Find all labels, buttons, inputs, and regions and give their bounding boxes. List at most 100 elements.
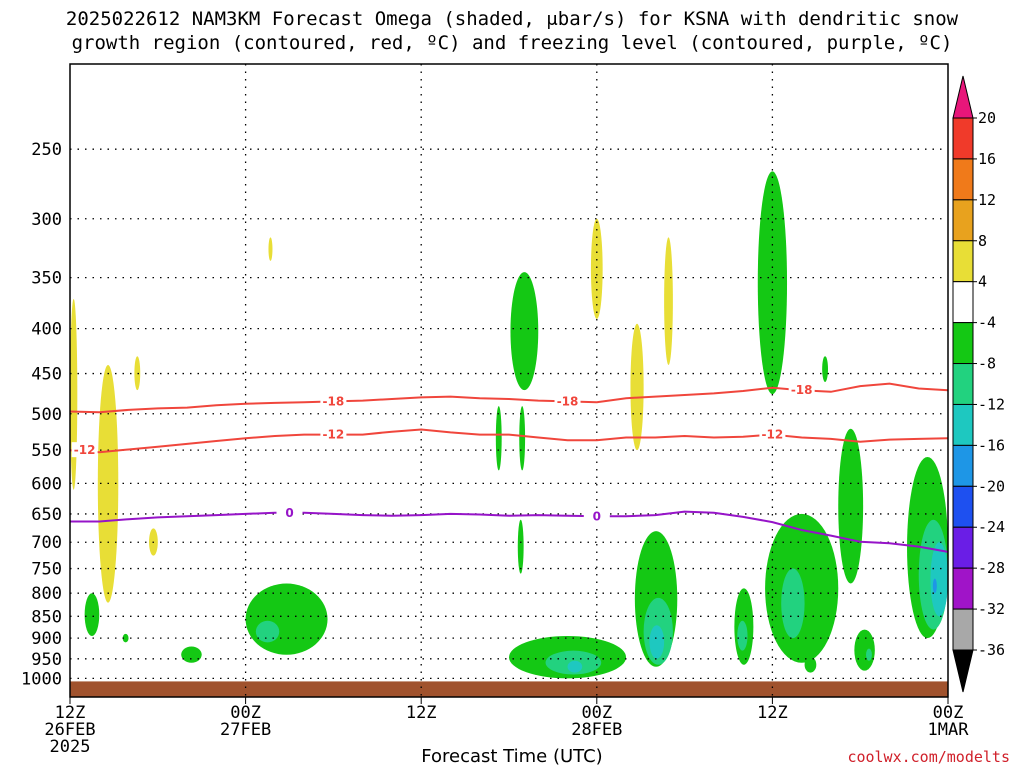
contour-label-bg <box>71 442 98 458</box>
colorbar-swatch-5 <box>952 281 974 324</box>
contour-label-0: 0 <box>593 509 601 523</box>
y-tick-label-600: 600 <box>31 474 62 494</box>
contour-label--18: -18 <box>557 394 579 408</box>
x-tick-label: 28FEB <box>571 720 622 740</box>
omega-region-26 <box>255 620 280 643</box>
omega-region-21 <box>804 656 817 673</box>
colorbar-label-11: -28 <box>978 559 1005 577</box>
x-tick-label: 12Z <box>757 703 788 723</box>
y-tick-label-850: 850 <box>31 607 62 627</box>
x-tick-label: 27FEB <box>220 720 271 740</box>
colorbar-label-9: -20 <box>978 477 1005 495</box>
omega-region-30 <box>781 568 805 639</box>
y-tick-label-800: 800 <box>31 584 62 604</box>
omega-region-11 <box>245 583 328 655</box>
x-tick-label: 1MAR <box>928 720 970 740</box>
omega-region-9 <box>122 633 129 643</box>
omega-region-34 <box>567 660 583 673</box>
colorbar-swatch-3 <box>952 199 974 242</box>
colorbar-label-4: 4 <box>978 273 987 291</box>
contour-label-bg <box>759 426 786 442</box>
x-tick-label: 26FEB <box>44 720 95 740</box>
x-axis-label: Forecast Time (UTC) <box>421 746 603 767</box>
contour-label--12: -12 <box>74 443 96 457</box>
contour-label-0: 0 <box>285 506 293 520</box>
colorbar-label-8: -16 <box>978 436 1005 454</box>
y-tick-label-700: 700 <box>31 533 62 553</box>
contour-label-bg <box>320 426 347 442</box>
omega-region-35 <box>930 542 948 617</box>
plot-area: -18 -18 -18 -12 -12 -12 0 0 250 300 350 400 450 500 55… <box>21 63 970 757</box>
colorbar-swatch-4 <box>952 240 974 283</box>
contour-label-bg <box>583 508 610 524</box>
colorbar-label-7: -12 <box>978 395 1005 413</box>
y-tick-label-1000: 1000 <box>21 669 62 689</box>
colorbar-swatch-11 <box>952 526 974 569</box>
contour-label-bg <box>788 382 815 398</box>
omega-region-22 <box>822 356 829 382</box>
colorbar-swatch-6 <box>952 322 974 365</box>
omega-region-6 <box>630 323 644 451</box>
omega-region-36 <box>932 578 937 594</box>
contour--12 <box>69 428 949 454</box>
x-tick-label: 2025 <box>50 737 91 757</box>
colorbar-label-10: -24 <box>978 518 1005 536</box>
omega-region-24 <box>854 629 875 671</box>
colorbar-label-5: -4 <box>978 314 996 332</box>
omega-region-13 <box>495 406 502 471</box>
colorbar-bottom-arrow <box>952 649 974 693</box>
omega-region-31 <box>866 648 872 661</box>
omega-region-23 <box>838 428 864 584</box>
colorbar-label-12: -32 <box>978 600 1005 618</box>
contour-label--12: -12 <box>323 428 345 442</box>
omega-region-0 <box>70 298 78 490</box>
colorbar-label-2: 12 <box>978 191 996 209</box>
colorbar-swatch-1 <box>952 117 974 160</box>
y-tick-label-950: 950 <box>31 650 62 670</box>
colorbar-swatch-8 <box>952 403 974 446</box>
y-tick-label-400: 400 <box>31 320 62 340</box>
chart-title-line2: growth region (contoured, red, ºC) and f… <box>71 32 953 54</box>
colorbar-swatch-10 <box>952 485 974 528</box>
x-tick-label: 00Z <box>933 703 964 723</box>
colorbar-label-1: 16 <box>978 150 996 168</box>
omega-region-33 <box>649 625 665 659</box>
y-tick-label-450: 450 <box>31 365 62 385</box>
x-tick-label: 12Z <box>406 703 437 723</box>
omega-region-10 <box>181 646 202 663</box>
y-tick-label-250: 250 <box>31 140 62 160</box>
y-tick-label-900: 900 <box>31 629 62 649</box>
omega-region-29 <box>737 620 748 651</box>
y-tick-label-750: 750 <box>31 560 62 580</box>
omega-region-2 <box>134 356 141 391</box>
omega-region-15 <box>517 519 524 574</box>
omega-region-14 <box>519 406 526 471</box>
credit-text: coolwx.com/modelts <box>847 748 1010 766</box>
omega-region-5 <box>590 218 603 319</box>
colorbar-label-6: -8 <box>978 355 996 373</box>
colorbar-swatch-13 <box>952 608 974 651</box>
colorbar-swatch-7 <box>952 363 974 405</box>
colorbar-swatch-12 <box>952 567 974 610</box>
contour-0 <box>70 510 949 553</box>
y-tick-label-500: 500 <box>31 405 62 425</box>
colorbar-label-0: 20 <box>978 109 996 127</box>
x-tick-label: 00Z <box>230 703 261 723</box>
ground-strip <box>70 681 948 697</box>
colorbar-top-arrow <box>952 75 974 119</box>
y-tick-label-300: 300 <box>31 210 62 230</box>
chart-title-line1: 2025022612 NAM3KM Forecast Omega (shaded… <box>65 8 959 30</box>
omega-region-12 <box>510 272 539 391</box>
contour-label-bg <box>554 393 581 409</box>
colorbar: 20 16 12 8 4 -4 -8 -12 -16 -20 -24 -28 -32 -36 <box>952 75 1005 693</box>
colorbar-swatch-9 <box>952 444 974 487</box>
x-tick-label: 00Z <box>581 703 612 723</box>
colorbar-swatch-2 <box>952 158 974 201</box>
omega-region-4 <box>268 237 273 261</box>
plot-frame <box>69 63 949 698</box>
contour-label--12: -12 <box>762 428 784 442</box>
contour-label--18: -18 <box>323 394 345 408</box>
colorbar-label-13: -36 <box>978 641 1005 659</box>
omega-region-7 <box>664 237 673 365</box>
